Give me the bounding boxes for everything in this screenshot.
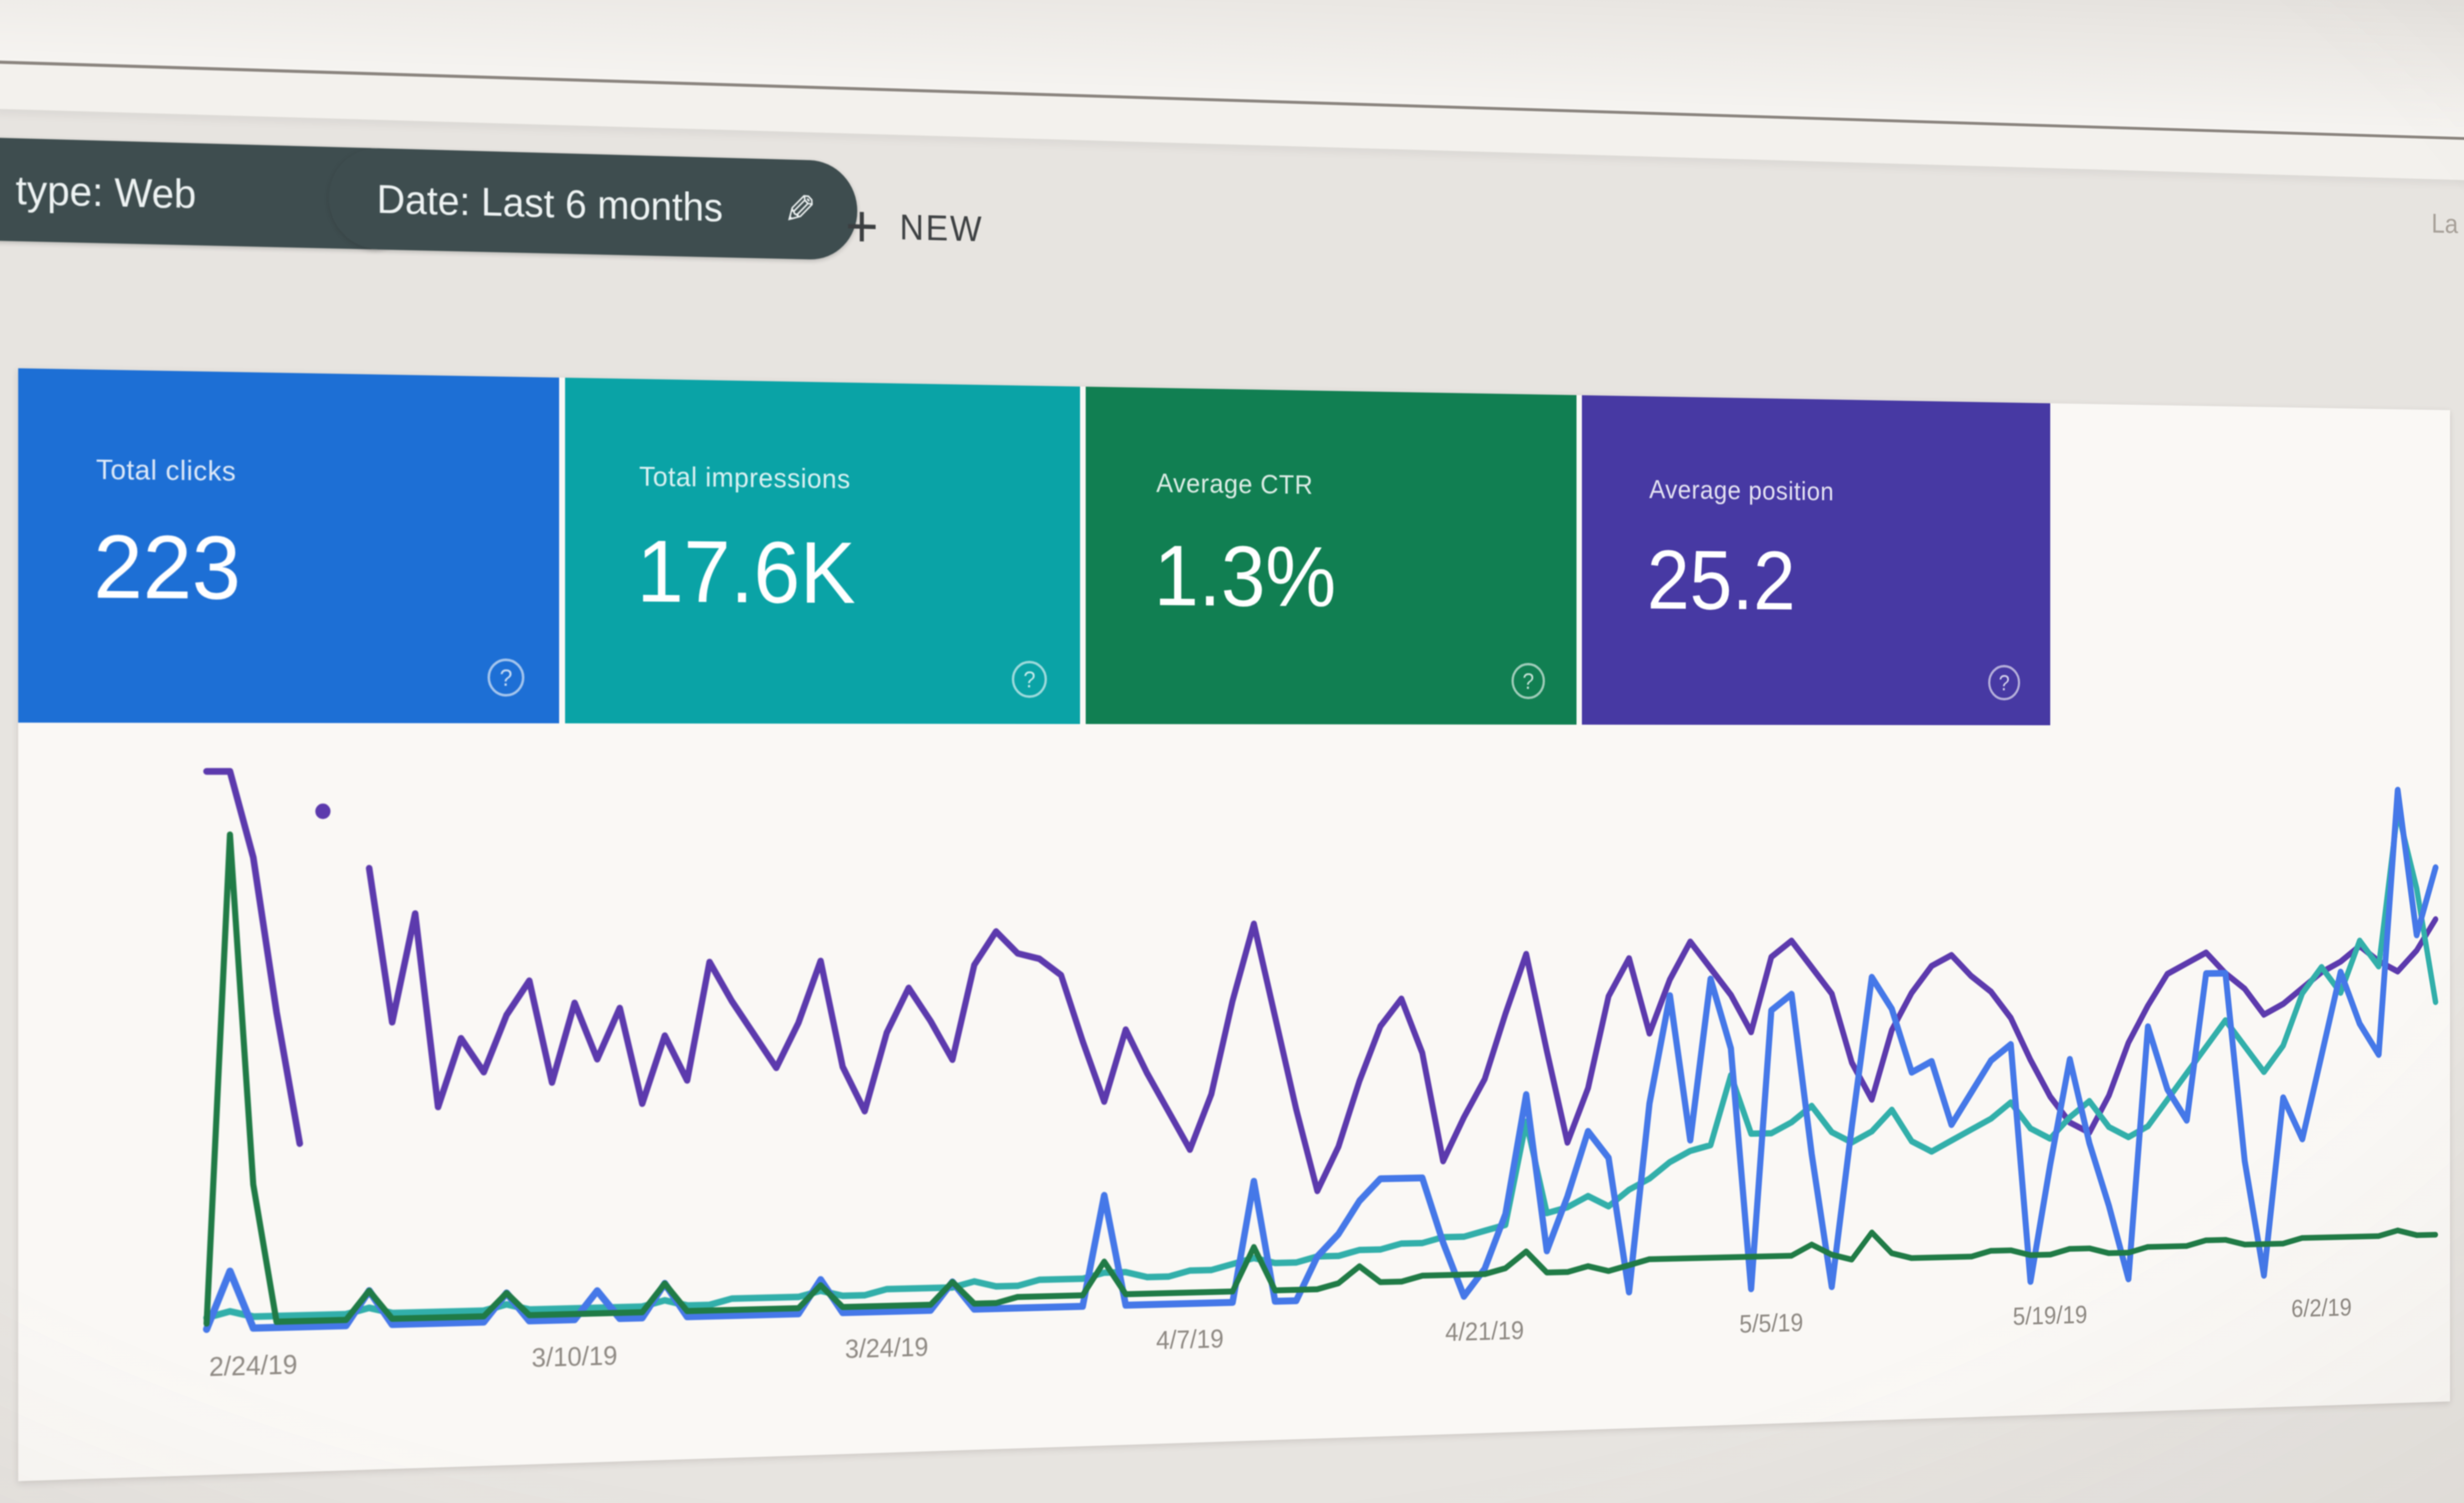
metric-card-label: Average position [1649, 475, 1834, 507]
series-line-average-position [207, 769, 2436, 1214]
x-axis-tick-label: 4/7/19 [1156, 1324, 1224, 1355]
metric-card-total-clicks[interactable]: Total clicks 223 ? [18, 368, 559, 724]
new-filter-button-label: NEW [899, 207, 984, 249]
series-line-impressions [207, 811, 2436, 1318]
metric-card-label: Average CTR [1156, 468, 1313, 500]
cutoff-text-top-right: La [2431, 208, 2458, 240]
x-axis-tick-label: 5/5/19 [1739, 1308, 1803, 1338]
edit-pencil-icon[interactable]: ✎ [784, 187, 816, 233]
metric-card-label: Total clicks [96, 454, 237, 487]
plus-icon: + [845, 192, 879, 260]
new-filter-button[interactable]: + NEW [845, 176, 983, 280]
metric-card-value: 223 [93, 516, 241, 618]
filter-chip-date-range-label: Date: Last 6 months [376, 176, 723, 230]
help-icon[interactable]: ? [1988, 665, 2020, 701]
metric-card-value: 25.2 [1647, 533, 1796, 627]
x-axis-tick-label: 3/24/19 [845, 1332, 929, 1363]
metric-card-label: Total impressions [639, 461, 851, 495]
filter-chip-date-range[interactable]: Date: Last 6 months ✎ [328, 147, 858, 261]
x-axis-tick-label: 5/19/19 [2013, 1300, 2088, 1330]
performance-chart[interactable]: 2/24/19 3/10/19 3/24/19 4/7/19 4/21/19 5/5/19… [18, 746, 2450, 1429]
performance-panel: Total clicks 223 ? Total impressions 17.… [18, 368, 2450, 1481]
metric-card-value: 1.3% [1154, 528, 1337, 625]
x-axis-tick-label: 4/21/19 [1445, 1316, 1524, 1346]
help-icon[interactable]: ? [487, 658, 525, 697]
x-axis-tick-label: 6/2/19 [2291, 1293, 2352, 1322]
metric-card-average-ctr[interactable]: Average CTR 1.3% ? [1085, 386, 1577, 725]
metric-cards-row: Total clicks 223 ? Total impressions 17.… [18, 368, 2050, 726]
x-axis-tick-label: 3/10/19 [531, 1341, 617, 1373]
help-icon[interactable]: ? [1511, 663, 1545, 699]
isolated-data-point [315, 803, 331, 819]
x-axis-tick-label: 2/24/19 [209, 1349, 297, 1382]
metric-card-value: 17.6K [636, 522, 856, 622]
metric-card-average-position[interactable]: Average position 25.2 ? [1582, 395, 2050, 726]
filter-chip-search-type-label: type: Web [15, 166, 197, 217]
help-icon[interactable]: ? [1012, 661, 1047, 698]
metric-card-total-impressions[interactable]: Total impressions 17.6K ? [565, 377, 1080, 724]
